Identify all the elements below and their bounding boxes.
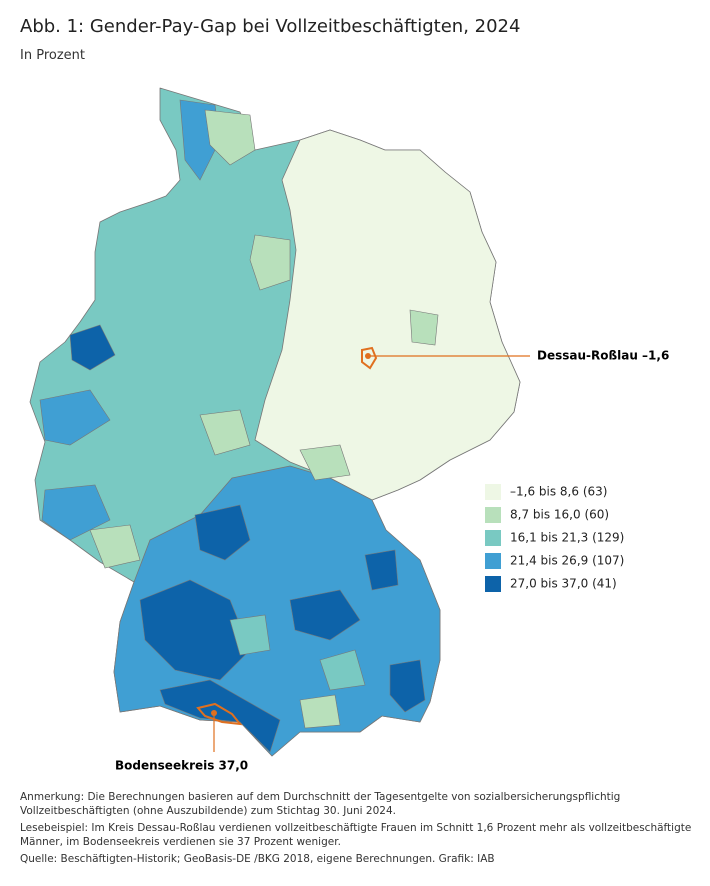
legend-swatch — [485, 553, 501, 569]
annotation: Dessau-Roßlau –1,6 — [537, 349, 669, 363]
title: Abb. 1: Gender-Pay-Gap bei Vollzeitbesch… — [20, 16, 521, 37]
legend-label: 27,0 bis 37,0 (41) — [510, 577, 617, 591]
legend-swatch — [485, 576, 501, 592]
legend-label: –1,6 bis 8,6 (63) — [510, 485, 607, 499]
region — [229, 614, 271, 656]
region — [364, 549, 399, 591]
note: Quelle: Beschäftigten-Historik; GeoBasis… — [20, 853, 495, 865]
region — [194, 504, 251, 561]
notes: Anmerkung: Die Berechnungen basieren auf… — [20, 790, 695, 869]
note: Anmerkung: Die Berechnungen basieren auf… — [20, 791, 621, 817]
region — [289, 589, 361, 641]
highlight-region — [196, 702, 243, 726]
region — [299, 694, 341, 729]
region — [409, 309, 439, 346]
legend-label: 16,1 bis 21,3 (129) — [510, 531, 624, 545]
region — [254, 129, 521, 501]
region — [159, 679, 281, 753]
region — [299, 444, 351, 481]
legend-swatch — [485, 530, 501, 546]
map: Dessau-Roßlau –1,6 Bodenseekreis 37,0 –1… — [29, 87, 669, 773]
region — [199, 409, 251, 456]
highlight-region — [361, 346, 378, 370]
region — [39, 389, 111, 446]
germany — [29, 87, 521, 757]
legend-swatch — [485, 484, 501, 500]
region — [319, 649, 366, 691]
legend: –1,6 bis 8,6 (63) 8,7 bis 16,0 (60) 16,1 b… — [485, 484, 624, 592]
region — [89, 524, 141, 569]
legend-swatch — [485, 507, 501, 523]
legend-label: 21,4 bis 26,9 (107) — [510, 554, 624, 568]
region — [139, 579, 251, 681]
subtitle: In Prozent — [20, 48, 85, 63]
region — [249, 234, 291, 291]
region — [389, 659, 426, 713]
legend-label: 8,7 bis 16,0 (60) — [510, 508, 609, 522]
region — [204, 109, 256, 166]
note: Lesebeispiel: Im Kreis Dessau-Roßlau ver… — [20, 822, 692, 848]
region — [69, 324, 116, 371]
annotation: Bodenseekreis 37,0 — [115, 759, 248, 773]
